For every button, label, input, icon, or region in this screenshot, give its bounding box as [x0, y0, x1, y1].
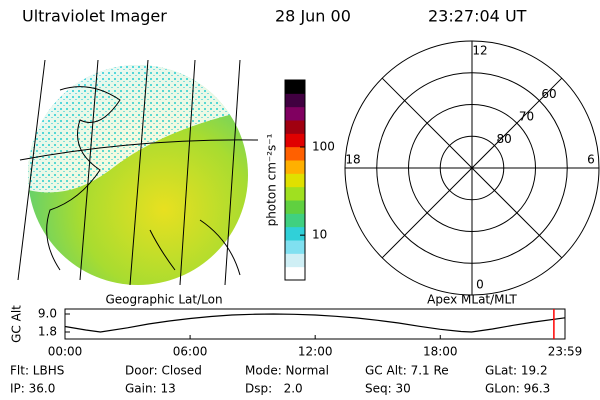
altitude-label: GC Alt — [10, 305, 24, 343]
colorbar-tick-label: 10 — [312, 228, 327, 242]
instrument: Ultraviolet Imager — [22, 7, 167, 26]
time: 23:27:04 UT — [428, 7, 527, 26]
info-field: Seq: 30 — [365, 382, 411, 396]
polar-ring — [439, 135, 505, 201]
info-field: Dsp: 2.0 — [245, 382, 303, 396]
info-field: Gain: 13 — [125, 382, 176, 396]
colorbar-band — [285, 186, 305, 201]
x-tick-label: 18:00 — [423, 345, 458, 359]
x-tick-label: 00:00 — [48, 345, 83, 359]
map-grid — [17, 59, 259, 286]
info-panel: Flt: LBHS Door: Closed Mode: Normal GC Alt:… — [10, 364, 550, 396]
info-field: Door: Closed — [125, 364, 202, 378]
geo-caption: Geographic Lat/Lon — [105, 293, 222, 307]
info-field: GLat: 19.2 — [485, 364, 548, 378]
colorbar-band — [285, 253, 305, 268]
hour-label: 18 — [345, 153, 360, 167]
hour-label: 12 — [472, 44, 487, 58]
colorbar-label: photon cm⁻²s⁻¹ — [265, 133, 279, 226]
ring-label: 70 — [519, 110, 534, 124]
colorbar-band — [285, 240, 305, 254]
altitude-frame — [64, 308, 566, 340]
info-field: IP: 36.0 — [10, 382, 55, 396]
polar-ring — [408, 104, 536, 232]
geographic-image — [28, 65, 248, 285]
colorbar-band — [285, 200, 305, 214]
info-field: Flt: LBHS — [10, 364, 64, 378]
x-tick-label: 06:00 — [173, 345, 208, 359]
colorbar-frame — [284, 79, 306, 281]
colorbar-band — [285, 146, 305, 161]
polar-grid — [344, 40, 600, 296]
colorbar-band — [285, 173, 305, 188]
hour-label: 6 — [587, 153, 595, 167]
colorbar-band — [285, 266, 305, 281]
x-tick-label: 23:59 — [548, 345, 583, 359]
y-tick-label: 1.8 — [38, 325, 57, 339]
polar-caption: Apex MLat/MLT — [427, 293, 517, 307]
polar-ring — [376, 72, 568, 264]
colorbar-band — [285, 106, 305, 121]
info-field: GLon: 96.3 — [485, 382, 550, 396]
colorbar-band — [285, 120, 305, 134]
hour-label: 0 — [476, 278, 484, 292]
colorbar-tick-label: 100 — [312, 139, 335, 153]
info-field: Mode: Normal — [245, 364, 329, 378]
colorbar-band — [285, 160, 305, 174]
altitude-line — [64, 313, 566, 333]
polar-spoke — [381, 77, 563, 259]
colorbar-band — [285, 93, 305, 108]
info-field: GC Alt: 7.1 Re — [365, 364, 449, 378]
date: 28 Jun 00 — [275, 7, 351, 26]
x-tick-label: 12:00 — [298, 345, 333, 359]
ring-label: 60 — [541, 87, 556, 101]
y-tick-label: 9.0 — [38, 307, 57, 321]
colorbar — [285, 80, 305, 281]
ring-label: 80 — [496, 132, 511, 146]
colorbar-band — [285, 133, 305, 148]
colorbar-band — [285, 80, 305, 94]
colorbar-band — [285, 226, 305, 241]
colorbar-band — [285, 213, 305, 228]
